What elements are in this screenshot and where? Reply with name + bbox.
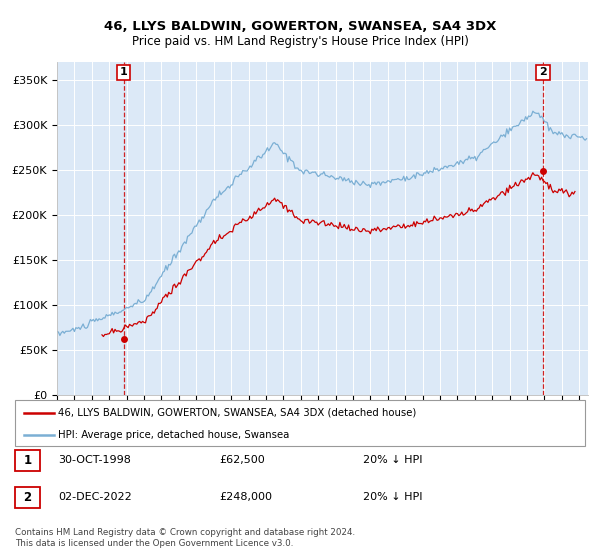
Text: £62,500: £62,500 — [219, 455, 265, 465]
Text: 20% ↓ HPI: 20% ↓ HPI — [363, 455, 422, 465]
Text: 30-OCT-1998: 30-OCT-1998 — [58, 455, 131, 465]
Text: 02-DEC-2022: 02-DEC-2022 — [58, 492, 132, 502]
Text: 2: 2 — [539, 67, 547, 77]
Text: 1: 1 — [120, 67, 128, 77]
Text: 20% ↓ HPI: 20% ↓ HPI — [363, 492, 422, 502]
Text: 46, LLYS BALDWIN, GOWERTON, SWANSEA, SA4 3DX: 46, LLYS BALDWIN, GOWERTON, SWANSEA, SA4… — [104, 20, 496, 32]
Text: 1: 1 — [23, 454, 32, 467]
Text: 2: 2 — [23, 491, 32, 504]
Text: 46, LLYS BALDWIN, GOWERTON, SWANSEA, SA4 3DX (detached house): 46, LLYS BALDWIN, GOWERTON, SWANSEA, SA4… — [58, 408, 416, 418]
Text: HPI: Average price, detached house, Swansea: HPI: Average price, detached house, Swan… — [58, 430, 290, 440]
Text: £248,000: £248,000 — [219, 492, 272, 502]
Text: Price paid vs. HM Land Registry's House Price Index (HPI): Price paid vs. HM Land Registry's House … — [131, 35, 469, 48]
Text: Contains HM Land Registry data © Crown copyright and database right 2024.
This d: Contains HM Land Registry data © Crown c… — [15, 528, 355, 548]
